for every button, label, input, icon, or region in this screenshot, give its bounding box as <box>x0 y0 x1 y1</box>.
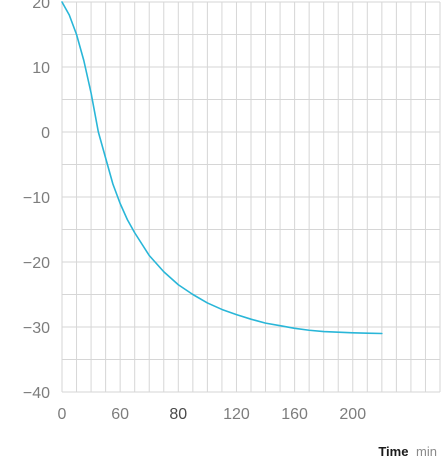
x-tick-label: 60 <box>111 406 129 423</box>
x-tick-label: 160 <box>281 406 308 423</box>
y-tick-label: 10 <box>32 60 50 77</box>
y-tick-label: −20 <box>23 255 50 272</box>
series-layer <box>61 1 383 335</box>
y-tick-label: 20 <box>32 0 50 12</box>
x-tick-label: 120 <box>223 406 250 423</box>
y-tick-label: 0 <box>41 125 50 142</box>
x-tick-label: 200 <box>339 406 366 423</box>
y-tick-label: −40 <box>23 385 50 402</box>
x-axis-label: Time <box>378 444 408 459</box>
y-tick-label: −30 <box>23 320 50 337</box>
x-tick-label: 0 <box>58 406 67 423</box>
x-axis-title: Time min <box>378 444 437 459</box>
y-axis-ticks: 20 10 0 −10 −20 −30 −40 <box>23 0 50 402</box>
x-tick-label: 80 <box>169 406 187 423</box>
grid <box>61 1 441 393</box>
x-axis-ticks: 0 60 80 120 160 200 <box>58 406 367 423</box>
y-tick-label: −10 <box>23 190 50 207</box>
x-axis-unit: min <box>416 444 437 459</box>
series-line <box>61 1 383 335</box>
